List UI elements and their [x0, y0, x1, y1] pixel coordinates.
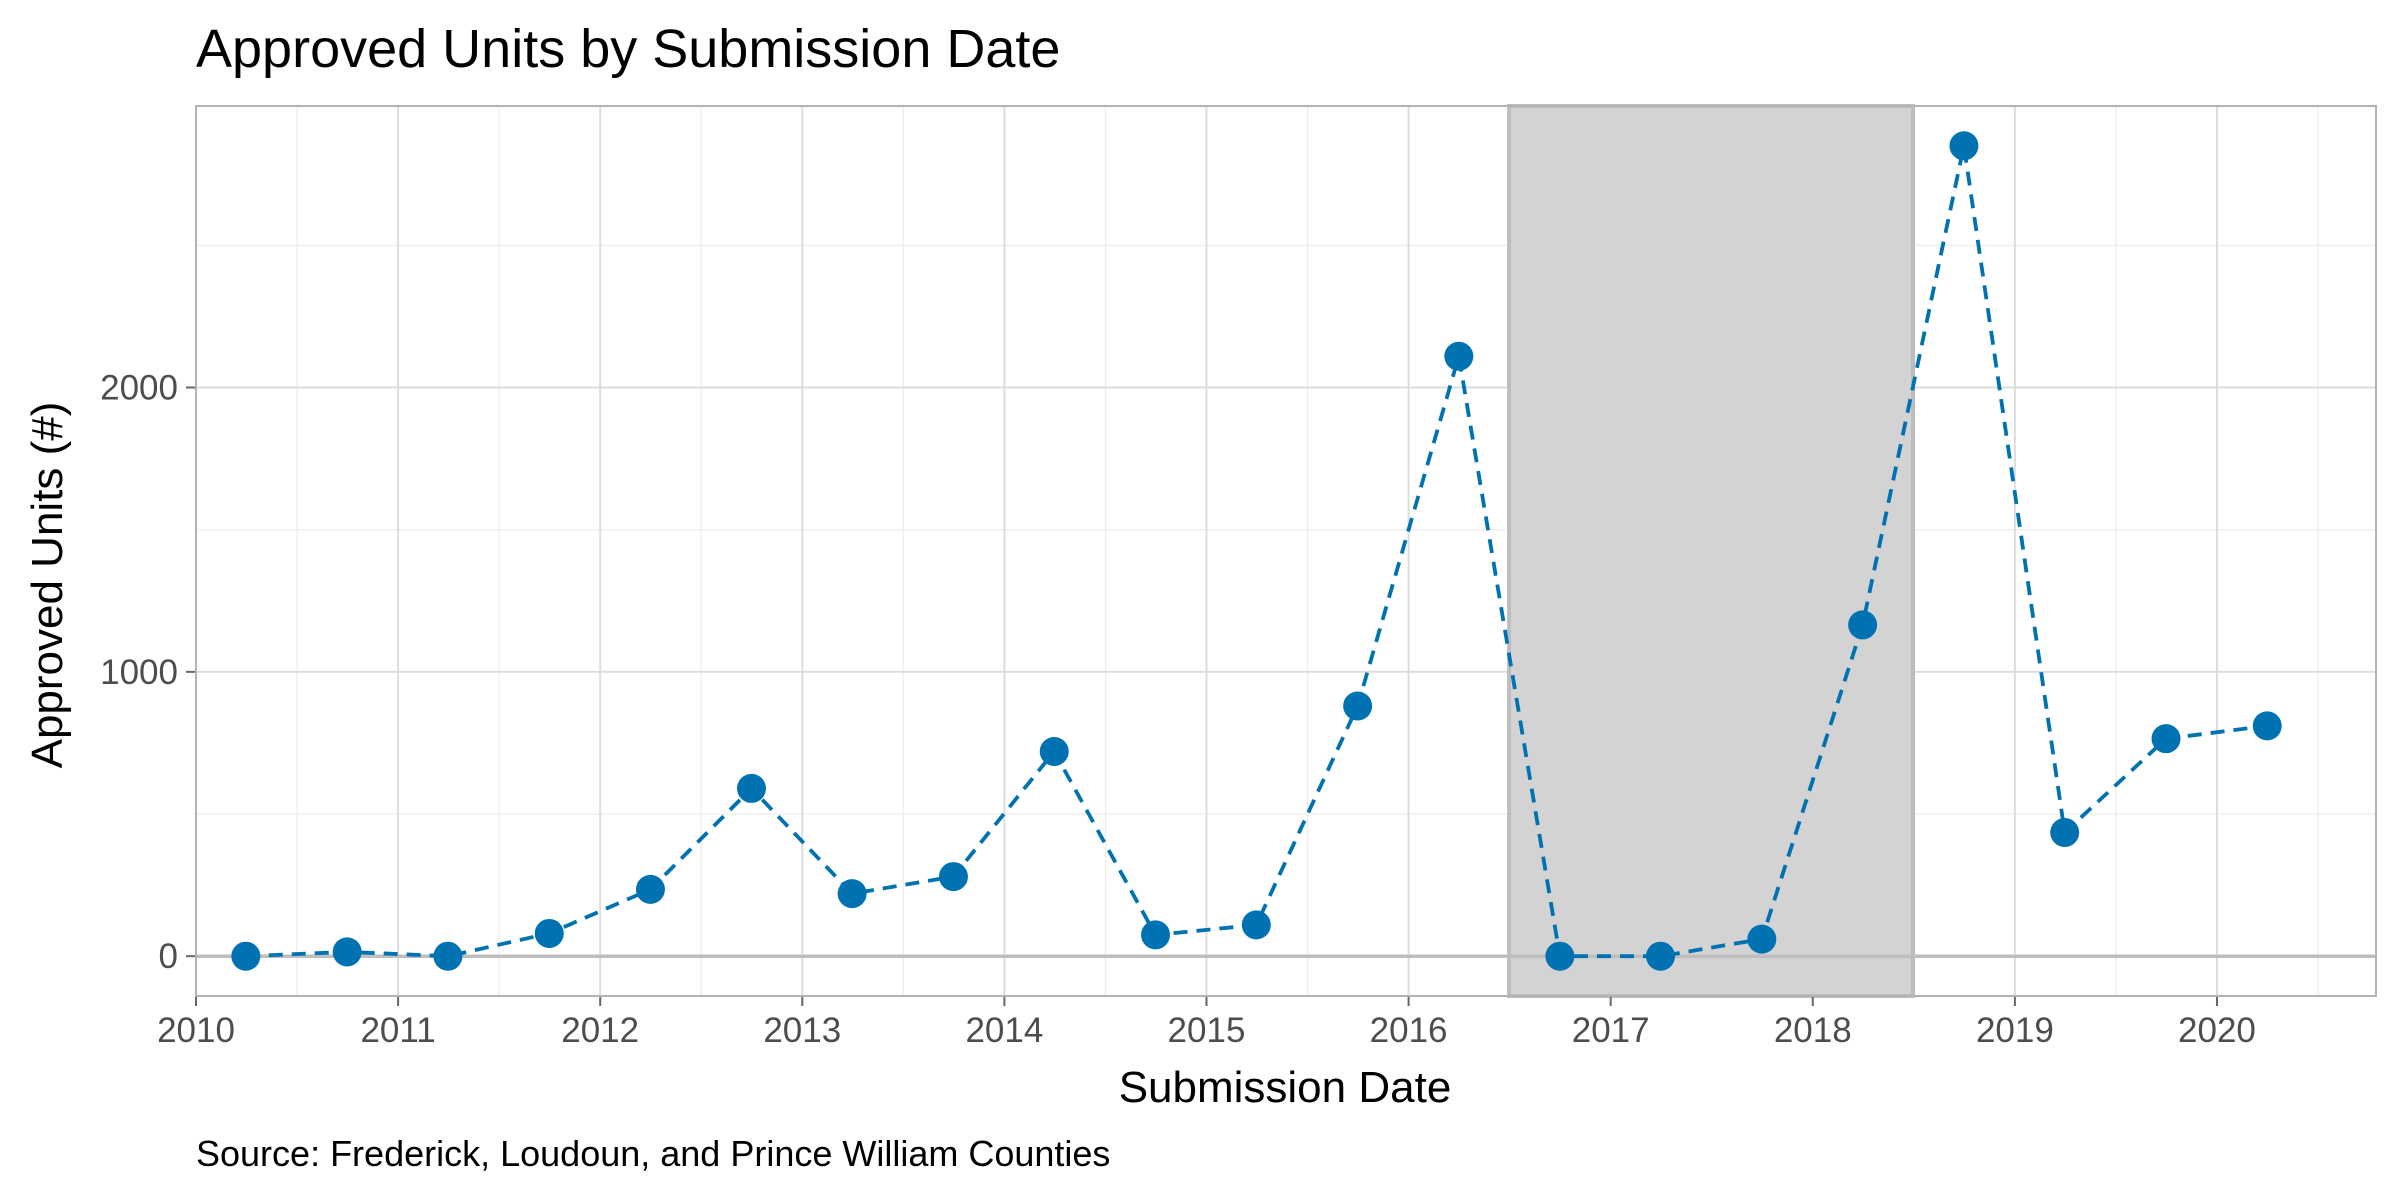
x-tick-label: 2014 — [965, 1011, 1043, 1050]
data-point — [1039, 736, 1069, 766]
shaded-region-layer — [196, 106, 2376, 996]
data-point — [1444, 341, 1474, 371]
data-point — [1848, 610, 1878, 640]
data-point — [1343, 691, 1373, 721]
axis-layer: 2010 2011 2012 2013 2014 2015 2016 2017 2018 2019… — [100, 105, 2377, 1050]
data-point — [231, 941, 261, 971]
x-tick-label: 2019 — [1976, 1011, 2054, 1050]
y-tick-label: 1000 — [100, 653, 178, 692]
data-point — [534, 918, 564, 948]
plot-border — [195, 105, 2377, 997]
data-point — [938, 862, 968, 892]
x-tick-label: 2017 — [1572, 1011, 1650, 1050]
data-point — [736, 773, 766, 803]
y-tick-label: 2000 — [100, 369, 178, 408]
series-layer — [231, 131, 2282, 971]
x-tick-label: 2020 — [2178, 1011, 2256, 1050]
data-point — [2151, 724, 2181, 754]
grid-layer — [195, 104, 2376, 998]
data-point — [1241, 910, 1271, 940]
x-tick-label: 2010 — [157, 1011, 235, 1050]
x-tick-label: 2016 — [1370, 1011, 1448, 1050]
x-tick-label: 2011 — [360, 1011, 435, 1050]
x-axis-title: Submission Date — [1119, 1063, 1452, 1112]
x-tick-label: 2018 — [1774, 1011, 1852, 1050]
data-point — [837, 879, 867, 909]
data-point — [1747, 924, 1777, 954]
x-tick-label: 2015 — [1168, 1011, 1246, 1050]
data-point — [1949, 131, 1979, 161]
plot-panel — [196, 106, 2376, 996]
data-point — [1646, 941, 1676, 971]
chart-caption: Source: Frederick, Loudoun, and Prince W… — [196, 1133, 1110, 1174]
data-point — [635, 874, 665, 904]
x-tick-label: 2013 — [763, 1011, 841, 1050]
data-point — [2252, 711, 2282, 741]
x-tick-label: 2012 — [561, 1011, 639, 1050]
data-point — [2050, 818, 2080, 848]
shaded-region — [1507, 104, 1915, 998]
data-point — [332, 937, 362, 967]
chart-title: Approved Units by Submission Date — [196, 19, 1060, 79]
data-point — [1545, 941, 1575, 971]
y-tick-label: 0 — [159, 937, 178, 976]
data-point — [433, 941, 463, 971]
y-axis-title: Approved Units (#) — [23, 402, 72, 769]
data-point — [1141, 920, 1171, 950]
